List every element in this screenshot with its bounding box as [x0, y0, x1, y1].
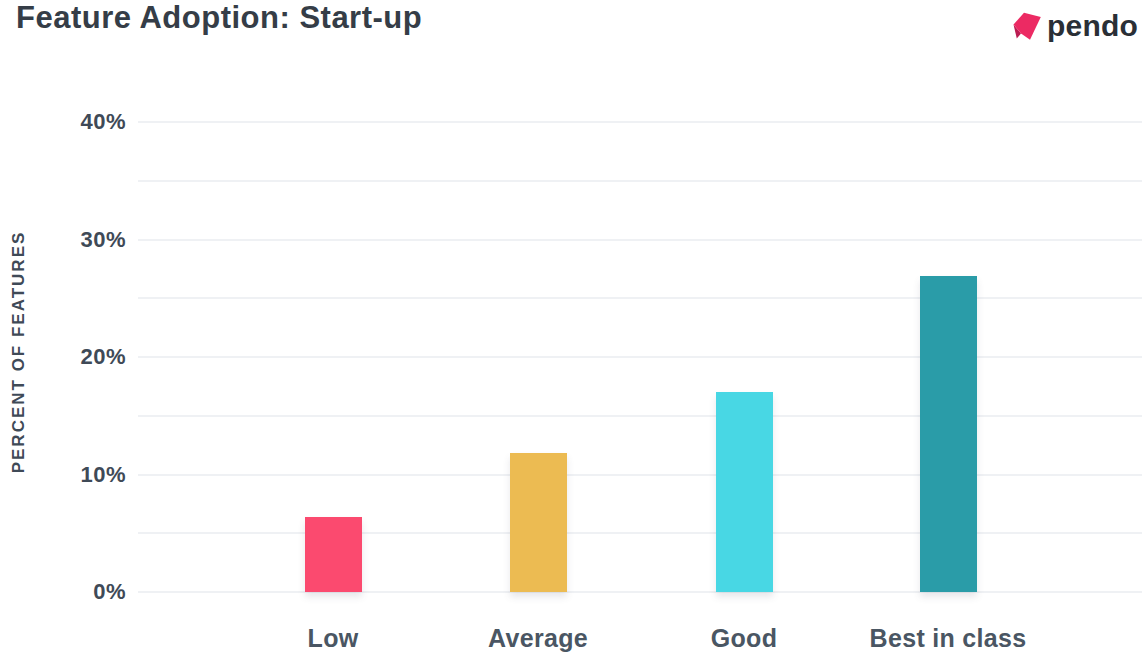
gridline — [138, 415, 1142, 417]
gridline — [138, 356, 1142, 358]
gridline — [138, 180, 1142, 182]
pendo-wordmark: pendo — [1047, 11, 1138, 41]
gridline — [138, 532, 1142, 534]
x-category-label-best-in-class: Best in class — [870, 624, 1027, 653]
pendo-flag-icon — [1012, 10, 1042, 42]
bar-best-in-class — [920, 276, 977, 592]
y-tick-label: 10% — [0, 462, 126, 488]
y-tick-label: 0% — [0, 579, 126, 605]
bar-low — [305, 517, 362, 592]
y-tick-label: 30% — [0, 227, 126, 253]
x-category-label-good: Good — [711, 624, 777, 653]
chart-plot-area — [138, 122, 1142, 592]
gridline — [138, 591, 1142, 593]
y-tick-label: 20% — [0, 344, 126, 370]
x-category-label-average: Average — [488, 624, 588, 653]
page-title: Feature Adoption: Start-up — [16, 0, 422, 36]
x-category-label-low: Low — [308, 624, 359, 653]
y-tick-label: 40% — [0, 109, 126, 135]
pendo-logo: pendo — [1012, 10, 1138, 42]
bar-good — [716, 392, 773, 592]
bar-average — [510, 453, 567, 592]
gridline — [138, 474, 1142, 476]
gridline — [138, 121, 1142, 123]
gridline — [138, 297, 1142, 299]
gridline — [138, 239, 1142, 241]
